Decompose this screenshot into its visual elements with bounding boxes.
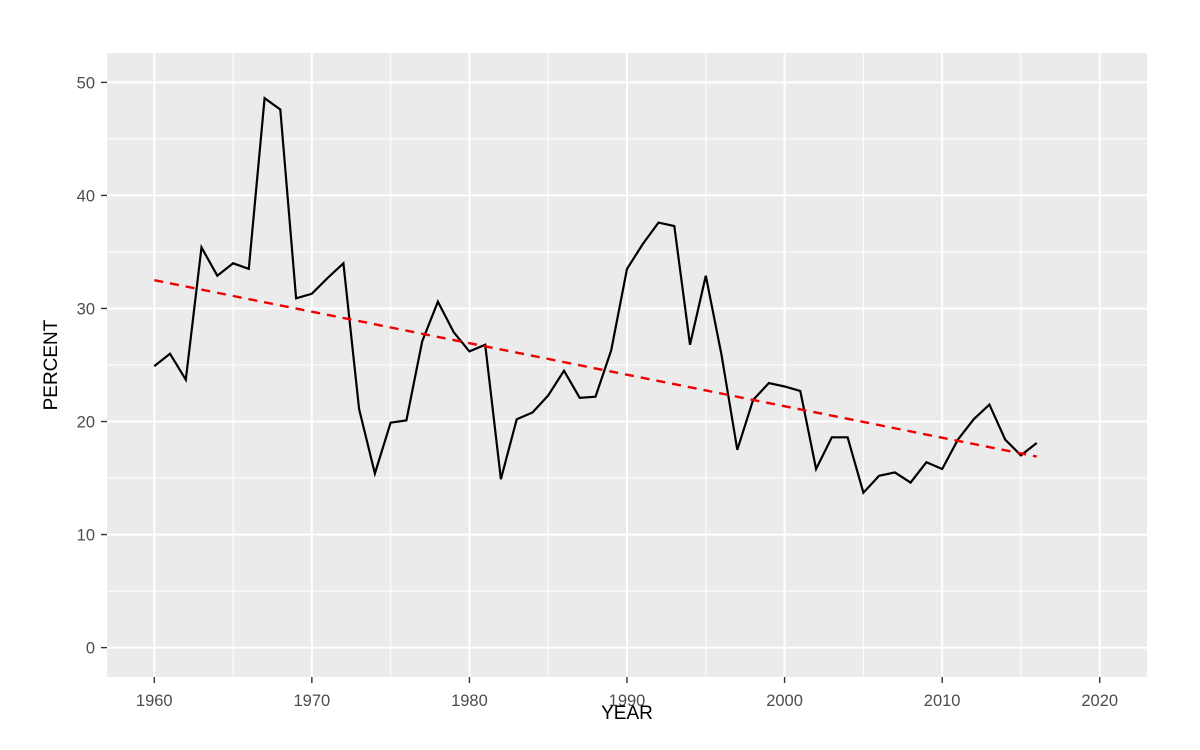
y-axis-tick-label: 0	[86, 640, 95, 658]
x-axis-tick-label: 1980	[451, 692, 488, 710]
x-axis-tick-label: 2020	[1081, 692, 1118, 710]
y-axis-tick-label: 20	[77, 414, 95, 432]
y-axis-tick-label: 30	[77, 300, 95, 318]
y-axis-tick-label: 50	[77, 74, 95, 92]
linear-trend-line	[154, 279, 1037, 458]
x-axis-tick-label: 2010	[924, 692, 961, 710]
y-axis-tick-label: 40	[77, 187, 95, 205]
y-axis-title: PERCENT	[41, 319, 62, 410]
y-axis-tick-label: 10	[77, 527, 95, 545]
x-axis-tick-label: 1970	[293, 692, 330, 710]
percent-by-year-line	[153, 96, 1038, 495]
x-axis-tick-label: 2000	[766, 692, 803, 710]
x-axis-tick-label: 1960	[136, 692, 173, 710]
x-axis-tick-label: 1990	[609, 692, 646, 710]
x-axis-title: YEAR	[601, 703, 653, 724]
